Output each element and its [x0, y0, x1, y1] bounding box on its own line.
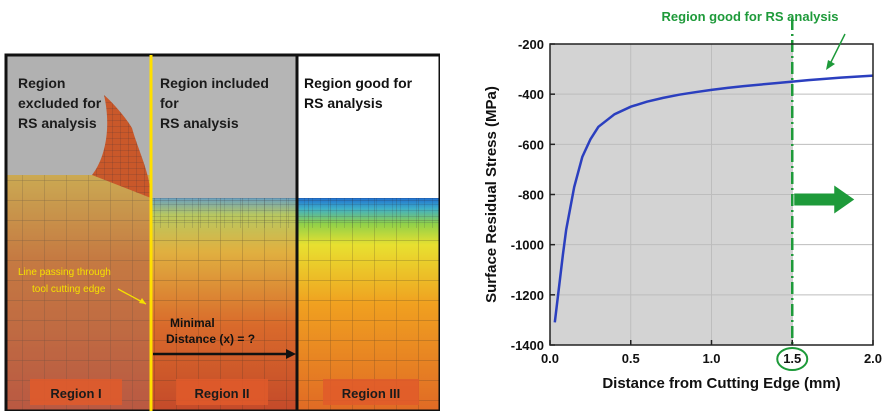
series-line [553, 74, 874, 323]
y-tick-label: -800 [518, 188, 544, 203]
chart-title: Region good for RS analysis [662, 9, 839, 24]
region-1-label: Region excluded for RS analysis [18, 75, 105, 131]
region-1-tag [30, 379, 122, 405]
region-3-tag [323, 379, 419, 405]
region-1-name: Region I [50, 386, 101, 401]
y-tick-label: -400 [518, 87, 544, 102]
highlighted-tick-circle [776, 347, 809, 371]
x-tick-label: 2.0 [864, 351, 882, 366]
cutting-edge-note: Line passing through tool cutting edge [18, 267, 114, 295]
residual-stress-chart: 0.0 0.5 1.0 1.5 2.0 -200 -400 -600 -800 -1000 -120… [483, 9, 882, 392]
region-3-background [297, 55, 440, 198]
y-axis-label: Surface Residual Stress (MPa) [483, 86, 500, 303]
region-2-name: Region II [195, 386, 250, 401]
y-tick-label: -1400 [511, 338, 544, 353]
region-3-name: Region III [342, 386, 401, 401]
right-arrow-icon [794, 185, 855, 214]
x-axis-label: Distance from Cutting Edge (mm) [602, 375, 840, 392]
title-pointer-arrow [829, 33, 846, 65]
fem-simulation-panel: Region excluded for RS analysis Region i… [4, 53, 440, 411]
y-tick-label: -200 [518, 37, 544, 52]
y-tick-label: -600 [518, 137, 544, 152]
region-3-label: Region good for RS analysis [304, 75, 416, 111]
region-2-tag [176, 379, 268, 405]
x-tick-label: 0.5 [622, 351, 640, 366]
title-pointer-arrowhead [826, 60, 835, 70]
x-tick-label: 1.0 [702, 351, 720, 366]
y-tick-label: -1200 [511, 288, 544, 303]
region-2-shade [151, 55, 297, 198]
minimal-distance-label: Minimal Distance (x) = ? [166, 316, 255, 346]
x-tick-label: 1.5 [783, 351, 801, 366]
region-2-label: Region included for RS analysis [160, 75, 273, 131]
y-tick-label: -1000 [511, 238, 544, 253]
x-tick-label: 0.0 [541, 351, 559, 366]
